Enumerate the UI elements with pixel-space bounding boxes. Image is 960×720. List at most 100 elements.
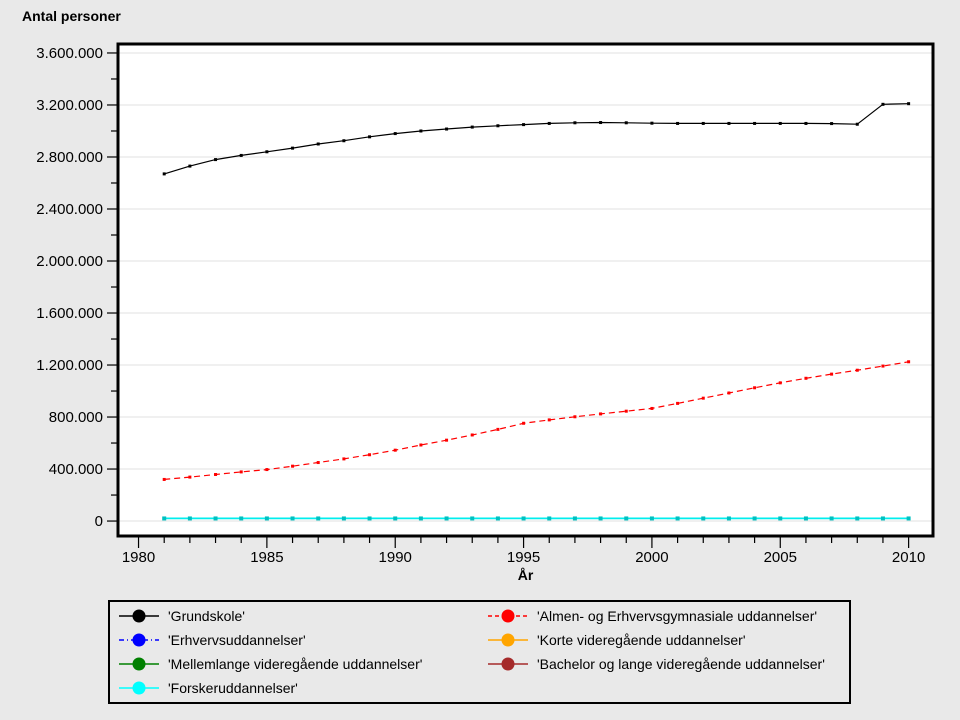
- data-point: [187, 516, 192, 521]
- data-point: [778, 381, 782, 385]
- data-point: [624, 516, 629, 521]
- legend-label: 'Erhvervsuddannelser': [168, 631, 306, 648]
- data-point: [316, 516, 321, 521]
- data-point: [419, 129, 423, 133]
- data-point: [239, 470, 243, 474]
- data-point: [547, 516, 552, 521]
- data-point: [290, 516, 295, 521]
- data-point: [368, 453, 372, 457]
- data-point: [599, 121, 603, 125]
- data-point: [727, 391, 731, 395]
- data-point: [393, 132, 397, 136]
- data-point: [881, 364, 885, 368]
- chart-plot: 0 400.000 800.000 1.200.000 1.600.000 2.000.0…: [36, 42, 935, 566]
- legend-item-korte-videregaende: 'Korte videregående uddannelser': [487, 628, 746, 651]
- data-point: [804, 121, 808, 125]
- data-point: [162, 516, 167, 521]
- series-markers-grundskole: [162, 102, 911, 176]
- chart-title: Antal personer: [22, 8, 121, 24]
- data-point: [342, 139, 346, 143]
- x-tick-label: 1980: [122, 549, 155, 566]
- data-point: [881, 102, 885, 106]
- data-point: [264, 516, 269, 521]
- legend-label: 'Grundskole': [168, 607, 245, 624]
- data-point: [855, 122, 859, 126]
- x-axis: 1980 1985 1990 1995 2000 2005 2010: [122, 537, 925, 566]
- legend-marker-mellemlange-videregaende: [119, 657, 159, 670]
- data-point: [701, 396, 705, 400]
- data-point: [830, 372, 834, 376]
- data-point: [213, 516, 218, 521]
- data-point: [444, 516, 449, 521]
- y-tick-label: 3.200.000: [36, 97, 103, 114]
- legend-label: 'Bachelor og lange videregående uddannel…: [537, 655, 825, 672]
- data-point: [445, 127, 449, 131]
- data-point: [162, 477, 166, 481]
- legend-marker-bachelor-og-lange: [488, 657, 528, 670]
- data-point: [470, 125, 474, 129]
- y-tick-label: 400.000: [49, 461, 103, 478]
- data-point: [316, 142, 320, 146]
- data-point: [239, 516, 244, 521]
- y-tick-label: 800.000: [49, 409, 103, 426]
- data-point: [265, 468, 269, 472]
- data-point: [649, 516, 654, 521]
- data-point: [726, 516, 731, 521]
- data-point: [393, 516, 398, 521]
- data-point: [804, 376, 808, 380]
- data-point: [830, 122, 834, 126]
- legend-item-almen-og-erhvervsgymnasiale: 'Almen- og Erhvervsgymnasiale uddannelse…: [487, 604, 817, 627]
- legend: 'Grundskole' 'Erhvervsuddannelser' 'Mellem…: [108, 600, 851, 704]
- data-point: [572, 516, 577, 521]
- legend-marker-forskeruddannelser: [119, 681, 159, 694]
- legend-label: 'Almen- og Erhvervsgymnasiale uddannelse…: [537, 607, 818, 624]
- legend-item-mellemlange-videregaende: 'Mellemlange videregående uddannelser': [118, 652, 422, 675]
- data-point: [803, 516, 808, 521]
- y-axis: 0 400.000 800.000 1.200.000 1.600.000 2.000.0…: [36, 45, 117, 530]
- data-point: [341, 516, 346, 521]
- y-tick-label: 2.800.000: [36, 149, 103, 166]
- series-almen-og-erhvervsgymnasiale: [162, 360, 911, 481]
- data-point: [598, 516, 603, 521]
- legend-marker-almen-og-erhvervsgymnasiale: [488, 609, 528, 622]
- data-point: [701, 516, 706, 521]
- data-point: [368, 135, 372, 139]
- data-point: [855, 516, 860, 521]
- x-axis-label: År: [517, 567, 534, 583]
- data-point: [624, 121, 628, 125]
- data-point: [650, 406, 654, 410]
- series-markers-forskeruddannelser: [162, 516, 911, 521]
- data-point: [214, 473, 218, 476]
- data-point: [316, 461, 320, 465]
- legend-item-forskeruddannelser: 'Forskeruddannelser': [118, 676, 298, 699]
- data-point: [418, 516, 423, 521]
- data-point: [496, 124, 500, 128]
- data-point: [291, 146, 295, 150]
- data-point: [907, 360, 911, 364]
- data-point: [573, 415, 577, 419]
- legend-label: 'Forskeruddannelser': [168, 679, 298, 696]
- data-point: [265, 150, 269, 154]
- data-point: [342, 457, 346, 461]
- data-point: [521, 516, 526, 521]
- data-point: [778, 121, 782, 125]
- data-point: [855, 368, 859, 372]
- data-point: [496, 427, 500, 431]
- data-point: [214, 158, 218, 162]
- data-point: [291, 464, 295, 468]
- y-tick-label: 0: [95, 513, 103, 530]
- data-point: [393, 448, 397, 452]
- data-point: [495, 516, 500, 521]
- data-point: [829, 516, 834, 521]
- data-point: [547, 418, 551, 422]
- x-tick-label: 2010: [892, 549, 925, 566]
- data-point: [907, 102, 911, 106]
- data-point: [753, 121, 757, 125]
- data-point: [727, 121, 731, 125]
- legend-item-bachelor-og-lange: 'Bachelor og lange videregående uddannel…: [487, 652, 825, 675]
- legend-label: 'Mellemlange videregående uddannelser': [168, 655, 423, 672]
- data-point: [573, 121, 577, 125]
- y-tick-label: 2.000.000: [36, 253, 103, 270]
- y-tick-label: 3.600.000: [36, 45, 103, 62]
